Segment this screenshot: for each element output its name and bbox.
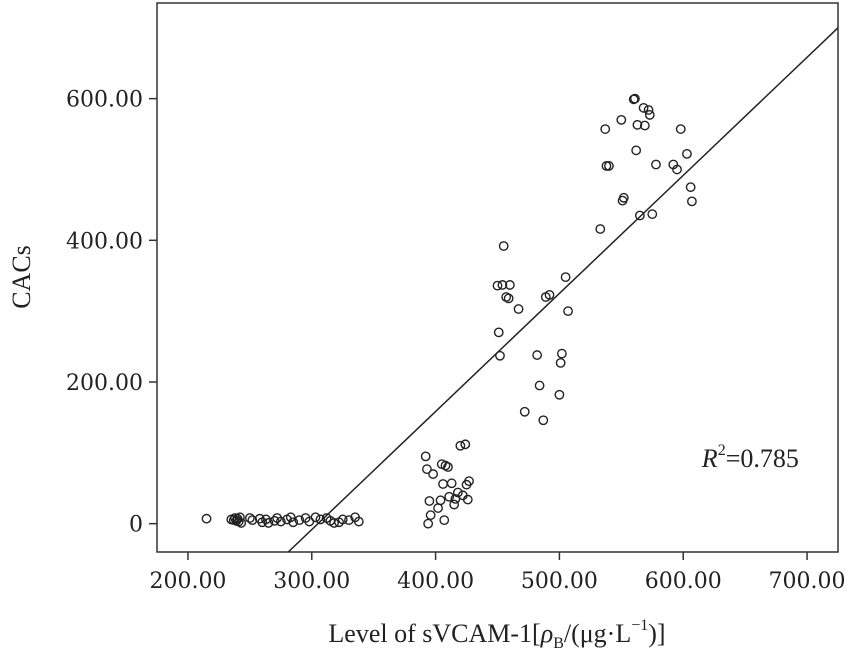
data-point <box>247 515 258 526</box>
data-points <box>201 93 697 529</box>
data-point <box>462 494 473 505</box>
data-point <box>439 515 450 526</box>
data-point <box>329 518 339 528</box>
data-point <box>682 148 692 159</box>
plot-frame <box>156 2 839 553</box>
data-point <box>604 161 614 171</box>
data-point <box>294 515 305 526</box>
x-tick-label: 600.00 <box>645 569 722 594</box>
data-point <box>449 499 460 510</box>
data-point <box>201 513 212 524</box>
data-point <box>493 327 504 338</box>
x-tick-label: 500.00 <box>521 569 598 594</box>
data-point <box>634 210 645 221</box>
data-point <box>438 479 448 489</box>
data-point <box>647 209 658 219</box>
data-point <box>504 280 515 290</box>
data-point <box>455 440 466 451</box>
data-point <box>600 124 611 134</box>
data-point <box>425 510 436 521</box>
data-point <box>497 280 508 290</box>
data-point <box>498 241 509 251</box>
data-point <box>236 518 247 528</box>
data-point <box>632 119 643 130</box>
data-point <box>630 93 640 104</box>
data-point <box>235 512 245 523</box>
data-point <box>353 516 364 527</box>
data-point <box>420 451 431 462</box>
data-point <box>532 350 543 360</box>
r-squared-annotation: R2=0.785 <box>701 442 799 473</box>
y-tick-label: 0 <box>129 513 143 538</box>
data-point <box>638 102 649 113</box>
data-point <box>443 462 453 472</box>
data-point <box>344 515 354 526</box>
data-point <box>519 406 530 417</box>
data-point <box>269 515 280 526</box>
data-point <box>544 289 555 300</box>
data-point <box>560 272 571 283</box>
data-point <box>651 159 661 170</box>
data-point <box>616 114 627 125</box>
x-tick-label: 400.00 <box>397 569 474 594</box>
x-tick-label: 700.00 <box>769 569 846 594</box>
data-point <box>503 293 514 304</box>
data-point <box>244 513 255 523</box>
data-point <box>639 120 650 131</box>
data-point <box>310 512 321 523</box>
regression-line <box>287 27 838 552</box>
x-tick-label: 200.00 <box>149 569 226 594</box>
y-tick-label: 600.00 <box>66 88 143 113</box>
data-point <box>288 517 299 528</box>
y-tick-label: 400.00 <box>66 229 143 254</box>
data-point <box>492 280 503 291</box>
y-tick-label: 200.00 <box>66 371 143 396</box>
data-point <box>538 415 549 426</box>
data-point <box>422 464 432 475</box>
data-point <box>513 304 524 314</box>
data-point <box>685 182 696 193</box>
x-tick-label: 300.00 <box>273 569 350 594</box>
data-point <box>446 478 457 489</box>
data-point <box>275 516 286 527</box>
data-point <box>644 110 655 120</box>
data-point <box>337 514 348 525</box>
data-point <box>495 350 505 361</box>
data-point <box>444 491 455 502</box>
x-axis-ticks: 200.00 300.00 400.00 500.00 600.00 700.00 <box>149 552 846 594</box>
data-point <box>675 124 686 134</box>
data-point <box>285 512 296 523</box>
data-point <box>263 518 274 528</box>
data-point <box>563 306 573 317</box>
data-point <box>534 380 545 391</box>
x-axis-title: Level of sVCAM-1[ρB/(μg·L−1)] <box>328 617 665 652</box>
data-point <box>643 105 654 115</box>
data-point <box>618 192 629 203</box>
data-point <box>686 196 697 207</box>
data-point <box>672 164 682 175</box>
y-axis-title: CACs <box>7 245 36 309</box>
data-point <box>428 469 439 479</box>
data-point <box>423 518 434 529</box>
y-axis-ticks: 0 200.00 400.00 600.00 <box>66 88 157 538</box>
data-point <box>554 389 565 400</box>
data-point <box>631 145 642 156</box>
data-point <box>315 514 326 525</box>
data-point <box>555 357 566 368</box>
data-point <box>556 348 567 359</box>
data-point <box>460 439 471 450</box>
data-point <box>452 487 463 498</box>
data-point <box>464 476 474 487</box>
data-point <box>595 224 606 234</box>
data-point <box>424 496 435 506</box>
data-point <box>435 495 446 506</box>
